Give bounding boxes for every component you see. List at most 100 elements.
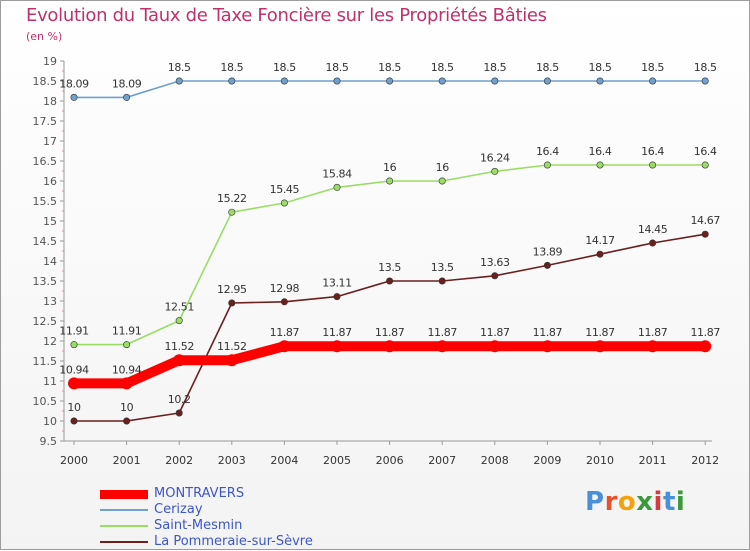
data-point <box>543 261 551 269</box>
data-point <box>333 183 341 191</box>
data-label: 18.5 <box>694 61 717 74</box>
legend-label-saint-mesmin: Saint-Mesmin <box>154 518 243 533</box>
y-tick-label: 16 <box>43 175 57 188</box>
data-label: 15.45 <box>270 183 300 196</box>
data-point <box>280 199 288 207</box>
x-tick-label: 2002 <box>165 454 193 467</box>
data-point <box>175 77 183 85</box>
data-label: 18.09 <box>59 77 89 90</box>
data-point <box>596 77 604 85</box>
data-label: 18.09 <box>112 77 142 90</box>
data-label: 10 <box>120 401 134 414</box>
data-point <box>228 77 236 85</box>
data-label: 13.11 <box>322 277 352 290</box>
y-tick-label: 13 <box>43 295 57 308</box>
data-label: 12.98 <box>270 282 300 295</box>
data-point <box>333 293 341 301</box>
x-tick-label: 2007 <box>428 454 456 467</box>
data-point <box>488 340 501 353</box>
data-point <box>594 340 606 353</box>
y-tick-label: 10 <box>43 415 57 428</box>
y-tick-label: 12.5 <box>33 315 58 328</box>
logo-letter: r <box>604 487 618 517</box>
data-point <box>649 239 657 247</box>
x-tick-label: 2008 <box>481 454 509 467</box>
data-label: 15.84 <box>322 167 352 180</box>
data-point <box>280 298 288 306</box>
y-tick-label: 11 <box>43 375 57 388</box>
data-label: 18.5 <box>589 61 612 74</box>
data-label: 16.4 <box>536 145 559 158</box>
x-tick-label: 2009 <box>533 454 561 467</box>
y-tick-label: 12 <box>43 335 57 348</box>
x-tick-label: 2012 <box>691 454 719 467</box>
data-label: 11.91 <box>112 325 142 338</box>
data-label: 11.52 <box>164 340 194 353</box>
data-label: 14.45 <box>638 223 668 236</box>
legend-item-saint-mesmin: Saint-Mesmin <box>100 518 360 535</box>
data-label: 11.87 <box>585 326 615 339</box>
legend-swatch-la-pommeraie <box>100 541 148 543</box>
data-label: 16 <box>383 161 397 174</box>
data-label: 12.51 <box>164 301 194 314</box>
data-point <box>543 161 551 169</box>
x-tick-label: 2006 <box>376 454 404 467</box>
logo-letter: P <box>585 487 605 517</box>
data-point <box>68 377 80 390</box>
data-point <box>123 417 131 425</box>
y-tick-label: 13.5 <box>33 275 58 288</box>
logo-letter: o <box>617 487 637 517</box>
data-point <box>383 340 396 353</box>
data-label: 13.63 <box>480 256 510 269</box>
data-label: 18.5 <box>168 61 191 74</box>
data-label: 14.17 <box>585 234 615 247</box>
y-tick-label: 17 <box>43 135 57 148</box>
data-label: 16.4 <box>641 145 664 158</box>
data-label: 14.67 <box>690 214 720 227</box>
data-point <box>436 340 449 353</box>
data-label: 11.91 <box>59 325 89 338</box>
y-tick-label: 14.5 <box>33 235 58 248</box>
data-point <box>175 317 183 325</box>
legend-item-montravers: MONTRAVERS <box>100 486 360 503</box>
data-point <box>70 341 78 349</box>
data-point <box>701 161 709 169</box>
y-tick-label: 14 <box>43 255 57 268</box>
data-label: 18.5 <box>273 61 296 74</box>
logo-letter: t <box>662 487 676 517</box>
data-point <box>699 340 712 353</box>
y-tick-label: 17.5 <box>33 115 58 128</box>
data-point <box>228 208 236 216</box>
x-tick-label: 2010 <box>586 454 614 467</box>
data-point <box>278 340 291 353</box>
data-label: 10.2 <box>168 393 191 406</box>
data-point <box>70 93 78 101</box>
data-label: 13.5 <box>378 261 401 274</box>
y-tick-label: 18 <box>43 95 57 108</box>
data-label: 10.94 <box>59 363 89 376</box>
data-point <box>386 277 394 285</box>
data-label: 18.5 <box>483 61 506 74</box>
data-label: 16 <box>436 161 450 174</box>
data-point <box>123 93 131 101</box>
data-point <box>438 177 446 185</box>
data-label: 18.5 <box>220 61 243 74</box>
legend-label-la-pommeraie: La Pommeraie-sur-Sèvre <box>154 534 313 549</box>
data-label: 16.4 <box>589 145 612 158</box>
x-tick-label: 2000 <box>60 454 88 467</box>
data-point <box>175 409 183 417</box>
logo-letter: i <box>653 487 663 517</box>
data-label: 15.22 <box>217 192 247 205</box>
y-tick-label: 19 <box>43 55 57 68</box>
data-label: 18.5 <box>641 61 664 74</box>
data-label: 18.5 <box>536 61 559 74</box>
data-label: 11.87 <box>533 326 563 339</box>
data-point <box>596 250 604 258</box>
data-point <box>543 77 551 85</box>
data-label: 10 <box>67 401 81 414</box>
data-label: 18.5 <box>326 61 349 74</box>
data-label: 16.4 <box>694 145 717 158</box>
legend-swatch-saint-mesmin <box>100 525 148 527</box>
data-point <box>228 299 236 307</box>
